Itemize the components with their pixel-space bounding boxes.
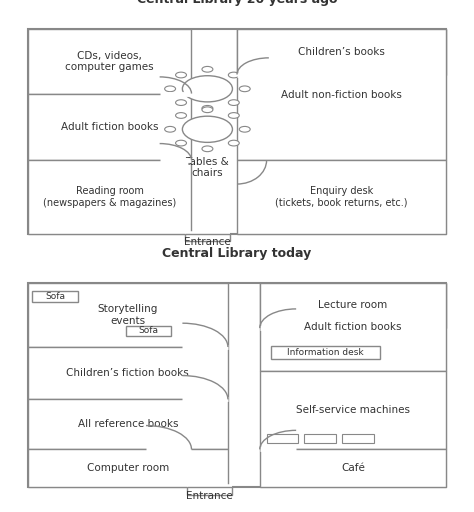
Text: Enquiry desk
(tickets, book returns, etc.): Enquiry desk (tickets, book returns, etc… bbox=[275, 186, 408, 208]
Text: Information desk: Information desk bbox=[287, 348, 364, 357]
Bar bbox=[187, 487, 232, 495]
Circle shape bbox=[175, 100, 186, 105]
Text: Adult fiction books: Adult fiction books bbox=[61, 122, 158, 132]
Circle shape bbox=[239, 86, 250, 92]
Circle shape bbox=[228, 140, 239, 146]
Title: Central Library 20 years ago: Central Library 20 years ago bbox=[137, 0, 337, 6]
Text: Children’s fiction books: Children’s fiction books bbox=[66, 368, 189, 378]
Circle shape bbox=[228, 100, 239, 105]
Text: Adult non-fiction books: Adult non-fiction books bbox=[281, 90, 402, 100]
Text: All reference books: All reference books bbox=[78, 419, 178, 430]
Text: Reading room
(newspapers & magazines): Reading room (newspapers & magazines) bbox=[43, 186, 176, 208]
Bar bbox=[27, 29, 447, 234]
Text: Storytelling
events: Storytelling events bbox=[98, 304, 158, 326]
Text: Lecture room: Lecture room bbox=[319, 301, 388, 310]
Circle shape bbox=[164, 126, 175, 132]
Text: Entrance: Entrance bbox=[186, 491, 233, 501]
Bar bbox=[304, 434, 336, 443]
Bar bbox=[237, 29, 447, 75]
Bar bbox=[266, 434, 299, 443]
Bar bbox=[260, 371, 447, 450]
Bar bbox=[126, 326, 171, 336]
Circle shape bbox=[202, 67, 213, 72]
Text: Self-service machines: Self-service machines bbox=[296, 405, 410, 415]
Circle shape bbox=[182, 116, 232, 142]
Bar bbox=[271, 346, 380, 359]
Bar bbox=[27, 94, 191, 160]
Bar bbox=[260, 283, 447, 371]
Bar bbox=[260, 450, 447, 487]
Bar bbox=[260, 283, 447, 328]
Bar bbox=[237, 160, 447, 234]
Circle shape bbox=[182, 76, 232, 102]
Bar bbox=[237, 29, 447, 160]
Circle shape bbox=[164, 86, 175, 92]
Bar bbox=[27, 450, 228, 487]
Circle shape bbox=[202, 146, 213, 152]
Text: Entrance: Entrance bbox=[184, 238, 231, 247]
Bar bbox=[27, 283, 447, 487]
Bar bbox=[27, 399, 228, 450]
Circle shape bbox=[228, 72, 239, 78]
Text: Tables &
chairs: Tables & chairs bbox=[185, 157, 229, 178]
Text: Adult fiction books: Adult fiction books bbox=[304, 322, 402, 332]
Circle shape bbox=[228, 113, 239, 118]
Circle shape bbox=[202, 105, 213, 111]
Circle shape bbox=[239, 126, 250, 132]
Circle shape bbox=[175, 72, 186, 78]
Circle shape bbox=[175, 113, 186, 118]
Circle shape bbox=[202, 107, 213, 113]
Bar bbox=[27, 160, 191, 234]
Circle shape bbox=[175, 140, 186, 146]
Text: Sofa: Sofa bbox=[138, 327, 158, 335]
Text: Sofa: Sofa bbox=[45, 292, 65, 301]
Text: CDs, videos,
computer games: CDs, videos, computer games bbox=[65, 51, 154, 72]
Text: Children’s books: Children’s books bbox=[298, 47, 385, 57]
Bar bbox=[27, 29, 191, 94]
Bar bbox=[32, 291, 78, 302]
Title: Central Library today: Central Library today bbox=[163, 247, 311, 260]
Bar bbox=[342, 434, 374, 443]
Bar bbox=[27, 347, 228, 399]
Bar bbox=[185, 234, 230, 241]
Text: Computer room: Computer room bbox=[87, 463, 169, 474]
Text: Café: Café bbox=[341, 463, 365, 474]
Bar bbox=[27, 283, 228, 347]
